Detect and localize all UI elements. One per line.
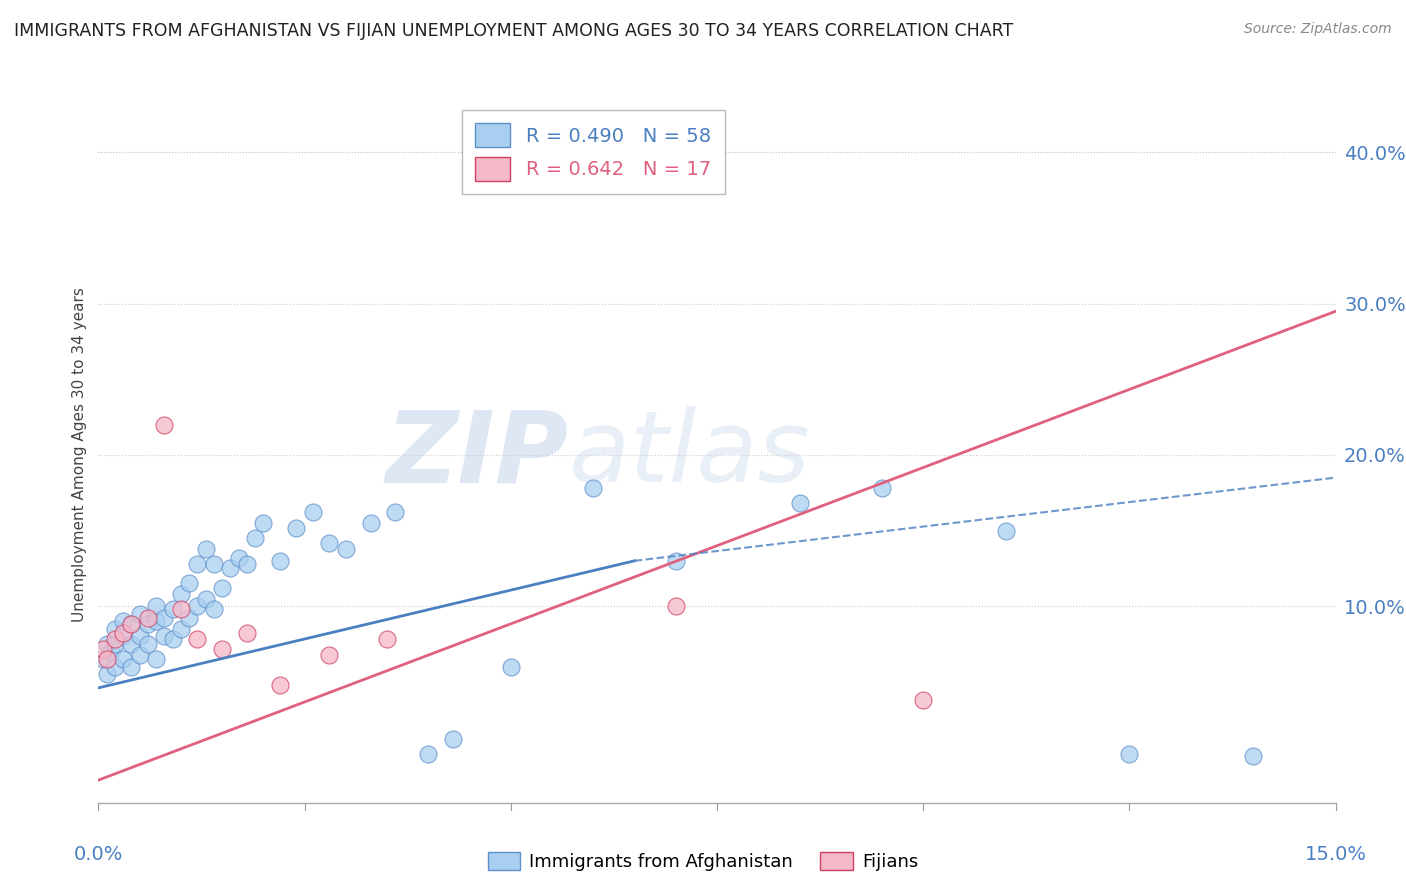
Point: [360, 516, 382, 530]
Point: [252, 516, 274, 530]
Point: [318, 535, 340, 549]
Point: [136, 637, 159, 651]
Point: [665, 554, 688, 568]
Point: [994, 524, 1017, 538]
Point: [145, 652, 167, 666]
Point: [112, 652, 135, 666]
Point: [136, 611, 159, 625]
Point: [112, 629, 135, 643]
Point: [100, 644, 122, 658]
Point: [418, 747, 440, 762]
Point: [120, 617, 142, 632]
Point: [153, 611, 176, 625]
Point: [120, 617, 142, 632]
Point: [499, 659, 522, 673]
Point: [375, 632, 398, 647]
Point: [96, 667, 118, 681]
Point: [145, 599, 167, 614]
Point: [243, 531, 266, 545]
Point: [186, 599, 208, 614]
Point: [202, 557, 225, 571]
Point: [335, 541, 357, 556]
Point: [170, 602, 193, 616]
Point: [269, 678, 291, 692]
Point: [162, 602, 184, 616]
Point: [112, 626, 135, 640]
Point: [179, 611, 201, 625]
Point: [194, 591, 217, 606]
Point: [128, 629, 150, 643]
Point: [179, 576, 201, 591]
Point: [441, 732, 464, 747]
Point: [211, 581, 233, 595]
Text: atlas: atlas: [568, 407, 810, 503]
Point: [170, 622, 193, 636]
Point: [236, 626, 259, 640]
Text: 15.0%: 15.0%: [1305, 845, 1367, 863]
Point: [789, 496, 811, 510]
Point: [153, 629, 176, 643]
Point: [120, 637, 142, 651]
Legend: R = 0.490   N = 58, R = 0.642   N = 17: R = 0.490 N = 58, R = 0.642 N = 17: [463, 110, 724, 194]
Point: [665, 599, 688, 614]
Point: [285, 520, 308, 534]
Point: [499, 176, 522, 190]
Point: [202, 602, 225, 616]
Point: [96, 637, 118, 651]
Point: [211, 641, 233, 656]
Point: [162, 632, 184, 647]
Point: [128, 648, 150, 662]
Point: [104, 637, 127, 651]
Point: [219, 561, 242, 575]
Point: [1118, 747, 1140, 762]
Point: [269, 554, 291, 568]
Text: Source: ZipAtlas.com: Source: ZipAtlas.com: [1244, 22, 1392, 37]
Point: [145, 615, 167, 629]
Point: [170, 587, 193, 601]
Point: [912, 693, 935, 707]
Point: [384, 505, 406, 519]
Point: [1241, 748, 1264, 763]
Point: [104, 632, 127, 647]
Point: [104, 659, 127, 673]
Point: [136, 617, 159, 632]
Point: [582, 481, 605, 495]
Point: [186, 557, 208, 571]
Point: [870, 481, 893, 495]
Point: [228, 550, 250, 565]
Text: 0.0%: 0.0%: [73, 845, 124, 863]
Point: [186, 632, 208, 647]
Point: [96, 652, 118, 666]
Point: [104, 622, 127, 636]
Text: ZIP: ZIP: [385, 407, 568, 503]
Point: [91, 641, 114, 656]
Point: [112, 615, 135, 629]
Point: [91, 652, 114, 666]
Point: [194, 541, 217, 556]
Y-axis label: Unemployment Among Ages 30 to 34 years: Unemployment Among Ages 30 to 34 years: [72, 287, 87, 623]
Point: [120, 659, 142, 673]
Legend: Immigrants from Afghanistan, Fijians: Immigrants from Afghanistan, Fijians: [481, 845, 925, 879]
Text: IMMIGRANTS FROM AFGHANISTAN VS FIJIAN UNEMPLOYMENT AMONG AGES 30 TO 34 YEARS COR: IMMIGRANTS FROM AFGHANISTAN VS FIJIAN UN…: [14, 22, 1014, 40]
Point: [302, 505, 325, 519]
Point: [128, 607, 150, 621]
Point: [153, 417, 176, 432]
Point: [318, 648, 340, 662]
Point: [236, 557, 259, 571]
